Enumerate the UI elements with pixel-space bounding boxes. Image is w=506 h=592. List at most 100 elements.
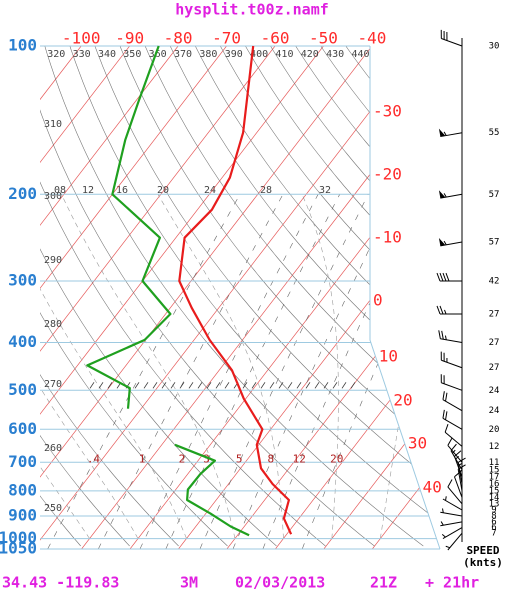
theta-label: 270 bbox=[44, 379, 62, 390]
wind-speed-label: 14 bbox=[489, 493, 500, 503]
wind-speed-label: 55 bbox=[489, 128, 500, 138]
mixing-ratio-line bbox=[165, 194, 340, 549]
theta-label: 340 bbox=[98, 49, 116, 60]
wind-barb bbox=[440, 521, 463, 527]
isotherm bbox=[40, 46, 276, 549]
barb-full bbox=[450, 443, 457, 452]
mixing-ratio-line bbox=[199, 194, 369, 549]
isotherm-label: 0 bbox=[373, 291, 383, 310]
wind-speed-label: 24 bbox=[489, 386, 500, 396]
y-tick-label: 400 bbox=[8, 332, 37, 351]
barb-staff bbox=[450, 450, 463, 471]
isotherm-label: -70 bbox=[212, 29, 241, 48]
isotherm bbox=[40, 46, 179, 549]
isotherm bbox=[40, 46, 227, 549]
plot-boundary bbox=[369, 46, 441, 550]
barb-full bbox=[445, 392, 448, 402]
isotherm-label: 30 bbox=[408, 434, 427, 453]
isotherm-label: -20 bbox=[373, 165, 402, 184]
barb-half bbox=[443, 240, 447, 246]
upper-label: 32 bbox=[319, 185, 331, 196]
dry-adiabat bbox=[270, 46, 440, 547]
barb-staff bbox=[442, 417, 463, 430]
y-tick-label: 300 bbox=[8, 271, 37, 290]
moist-adiabat bbox=[61, 194, 236, 539]
isotherm bbox=[40, 46, 373, 549]
barb-staff bbox=[442, 498, 463, 511]
hatch bbox=[98, 382, 104, 389]
theta-label: 260 bbox=[44, 443, 62, 454]
wind-axis-label: (knts) bbox=[463, 556, 503, 569]
chart-title: hysplit.t00z.namf bbox=[175, 1, 329, 19]
wind-speed-label: 20 bbox=[489, 425, 500, 435]
y-tick-label: 1000 bbox=[0, 528, 37, 547]
dry-adiabat bbox=[245, 46, 440, 547]
wind-speed-label: 6 bbox=[491, 523, 496, 533]
hatch bbox=[206, 382, 212, 389]
mixing-ratio-label: 12 bbox=[293, 452, 306, 465]
isotherm-label: -30 bbox=[373, 102, 402, 121]
wind-speed-label: 12 bbox=[489, 442, 500, 452]
barb-staff bbox=[457, 462, 463, 485]
wind-speed-label: 30 bbox=[489, 42, 500, 52]
barb-flag bbox=[438, 190, 446, 199]
barb-full bbox=[457, 464, 466, 470]
theta-label: 430 bbox=[326, 49, 344, 60]
wind-barb bbox=[457, 457, 466, 485]
isotherm-label: -60 bbox=[261, 29, 290, 48]
hatch bbox=[170, 382, 176, 389]
footer-date: 02/03/2013 bbox=[235, 574, 325, 592]
mixing-ratio-label: 2 bbox=[179, 452, 186, 465]
mixing-ratio-line bbox=[139, 194, 319, 549]
wind-barb bbox=[454, 450, 463, 478]
hatch bbox=[197, 382, 203, 389]
barb-staff bbox=[447, 486, 463, 505]
barb-full bbox=[438, 330, 441, 339]
isotherm-label: -90 bbox=[115, 29, 144, 48]
barb-half bbox=[443, 193, 447, 198]
isotherm-label: -40 bbox=[357, 29, 386, 48]
dry-adiabat bbox=[169, 46, 440, 547]
theta-label: 310 bbox=[44, 119, 62, 130]
barb-full bbox=[457, 457, 466, 463]
barb-full bbox=[439, 272, 444, 282]
barb-staff bbox=[447, 532, 463, 551]
wind-barb bbox=[454, 470, 463, 498]
barb-staff bbox=[440, 193, 463, 199]
hatch bbox=[350, 382, 356, 389]
hatch bbox=[269, 382, 275, 389]
wind-speed-label: 27 bbox=[489, 338, 500, 348]
wind-barb bbox=[438, 128, 463, 138]
upper-label: 28 bbox=[260, 185, 272, 196]
barb-staff bbox=[440, 132, 463, 138]
theta-label: 330 bbox=[73, 49, 91, 60]
barb-full bbox=[454, 470, 462, 478]
wind-barb bbox=[447, 479, 463, 505]
upper-labels: 08 12 16 20 24 28 32 bbox=[54, 185, 331, 196]
profile-line bbox=[174, 443, 250, 537]
barb-flag bbox=[438, 128, 446, 137]
mixing-ratio-label: 3 bbox=[203, 452, 210, 465]
wind-speed-label: 15 bbox=[489, 465, 500, 475]
wind-barb bbox=[444, 424, 463, 447]
hatch bbox=[314, 382, 320, 389]
hatch bbox=[251, 382, 257, 389]
theta-label: 350 bbox=[123, 49, 141, 60]
barb-half bbox=[444, 309, 447, 315]
hatch bbox=[161, 382, 167, 389]
y-tick-label: 900 bbox=[8, 506, 37, 525]
wind-barb bbox=[440, 29, 463, 47]
hatch bbox=[332, 382, 338, 389]
dry-adiabat bbox=[119, 46, 440, 547]
barb-full bbox=[441, 330, 444, 340]
hatch bbox=[296, 382, 302, 389]
hatch bbox=[287, 382, 293, 389]
isotherm-label: -100 bbox=[62, 29, 101, 48]
y-tick-label: 100 bbox=[8, 36, 37, 55]
barb-half bbox=[445, 496, 447, 501]
barb-staff bbox=[441, 359, 463, 369]
barb-half bbox=[444, 335, 447, 340]
theta-label: 380 bbox=[199, 49, 217, 60]
wind-speed-label: 9 bbox=[491, 505, 496, 515]
